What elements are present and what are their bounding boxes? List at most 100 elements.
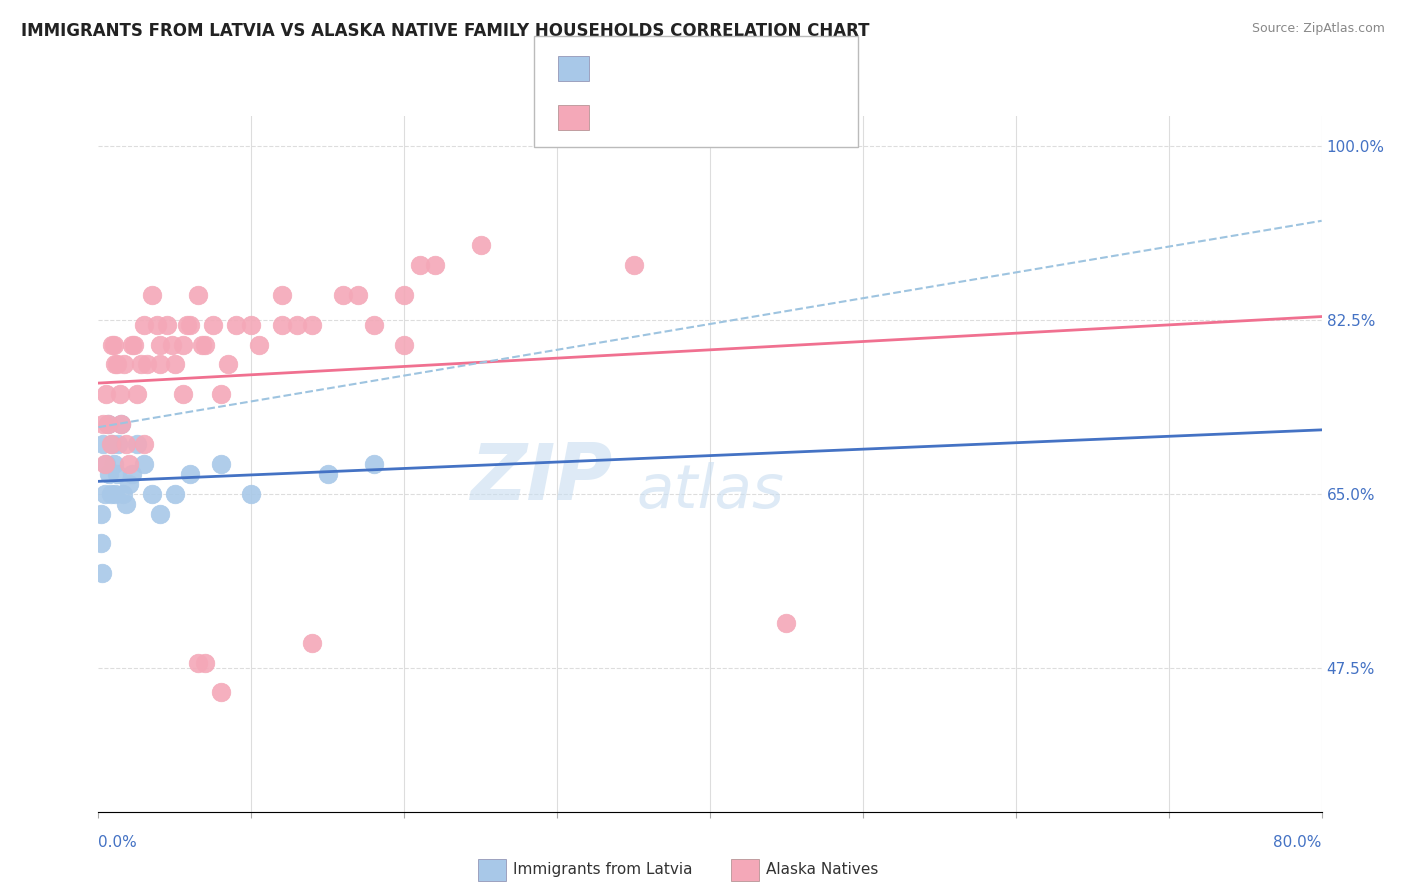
Point bbox=[125, 387, 148, 401]
Point bbox=[94, 387, 117, 401]
Point bbox=[103, 337, 125, 351]
Text: N =: N = bbox=[682, 108, 730, 126]
Point bbox=[93, 486, 115, 500]
Point bbox=[187, 656, 209, 670]
Point bbox=[240, 486, 263, 500]
Point bbox=[209, 457, 232, 471]
Point bbox=[118, 476, 141, 491]
Point bbox=[775, 615, 797, 630]
Point bbox=[136, 358, 159, 372]
Point bbox=[98, 467, 121, 481]
Point bbox=[100, 437, 122, 451]
Point bbox=[270, 288, 294, 302]
Point bbox=[91, 566, 114, 581]
Point bbox=[97, 417, 120, 431]
Point bbox=[156, 318, 179, 332]
Point bbox=[101, 337, 124, 351]
Point bbox=[110, 417, 132, 431]
Point bbox=[107, 437, 129, 451]
Point bbox=[90, 507, 112, 521]
Point bbox=[332, 288, 354, 302]
Text: R =: R = bbox=[600, 108, 637, 126]
Text: N =: N = bbox=[682, 60, 730, 78]
Point bbox=[172, 337, 194, 351]
Point bbox=[160, 337, 183, 351]
Text: 59: 59 bbox=[720, 108, 742, 126]
Point bbox=[285, 318, 308, 332]
Point bbox=[125, 437, 148, 451]
Point bbox=[172, 387, 194, 401]
Point bbox=[179, 318, 201, 332]
Point bbox=[240, 318, 263, 332]
Point bbox=[202, 318, 225, 332]
Point bbox=[101, 437, 124, 451]
Point bbox=[134, 318, 156, 332]
Point bbox=[108, 387, 131, 401]
Point bbox=[194, 656, 217, 670]
Point bbox=[301, 636, 323, 650]
Point bbox=[94, 457, 117, 471]
Point bbox=[141, 486, 163, 500]
Point bbox=[187, 288, 209, 302]
Point bbox=[105, 358, 128, 372]
Point bbox=[91, 437, 114, 451]
Point bbox=[112, 358, 135, 372]
Point bbox=[163, 358, 186, 372]
Point bbox=[91, 417, 114, 431]
Point bbox=[115, 437, 138, 451]
Point bbox=[105, 467, 128, 481]
Text: IMMIGRANTS FROM LATVIA VS ALASKA NATIVE FAMILY HOUSEHOLDS CORRELATION CHART: IMMIGRANTS FROM LATVIA VS ALASKA NATIVE … bbox=[21, 22, 869, 40]
Point bbox=[363, 457, 385, 471]
Point bbox=[470, 238, 492, 252]
Point bbox=[347, 288, 370, 302]
Point bbox=[111, 486, 134, 500]
Point bbox=[209, 387, 232, 401]
Text: 0.0%: 0.0% bbox=[98, 836, 138, 850]
Point bbox=[217, 358, 239, 372]
Point bbox=[121, 467, 143, 481]
Text: 0.364: 0.364 bbox=[631, 108, 683, 126]
Point bbox=[247, 337, 270, 351]
Point bbox=[122, 337, 145, 351]
Point bbox=[110, 417, 132, 431]
Point bbox=[408, 258, 430, 272]
Point bbox=[90, 536, 112, 550]
Text: 0.043: 0.043 bbox=[631, 60, 683, 78]
Point bbox=[149, 337, 172, 351]
Point bbox=[194, 337, 217, 351]
Point bbox=[129, 358, 152, 372]
Point bbox=[103, 457, 125, 471]
Text: R =: R = bbox=[600, 60, 637, 78]
Point bbox=[134, 437, 156, 451]
Point bbox=[392, 337, 416, 351]
Point bbox=[97, 417, 120, 431]
Text: 80.0%: 80.0% bbox=[1274, 836, 1322, 850]
Text: Alaska Natives: Alaska Natives bbox=[766, 863, 879, 877]
Point bbox=[623, 258, 645, 272]
Point bbox=[134, 457, 156, 471]
Point bbox=[392, 288, 416, 302]
Point bbox=[316, 467, 339, 481]
Point bbox=[115, 497, 138, 511]
Text: ZIP: ZIP bbox=[470, 440, 612, 516]
Point bbox=[121, 337, 143, 351]
Point bbox=[163, 486, 186, 500]
Point bbox=[149, 507, 172, 521]
Text: Immigrants from Latvia: Immigrants from Latvia bbox=[513, 863, 693, 877]
Point bbox=[301, 318, 323, 332]
Point bbox=[179, 467, 201, 481]
Point bbox=[104, 358, 127, 372]
Point bbox=[270, 318, 294, 332]
Point bbox=[363, 318, 385, 332]
Point bbox=[93, 457, 115, 471]
Point bbox=[100, 486, 122, 500]
Point bbox=[209, 685, 232, 699]
Point bbox=[225, 318, 247, 332]
Text: 29: 29 bbox=[720, 60, 744, 78]
Text: Source: ZipAtlas.com: Source: ZipAtlas.com bbox=[1251, 22, 1385, 36]
Point bbox=[141, 288, 163, 302]
Point bbox=[176, 318, 198, 332]
Text: atlas: atlas bbox=[637, 462, 785, 521]
Point bbox=[104, 486, 127, 500]
Point bbox=[149, 358, 172, 372]
